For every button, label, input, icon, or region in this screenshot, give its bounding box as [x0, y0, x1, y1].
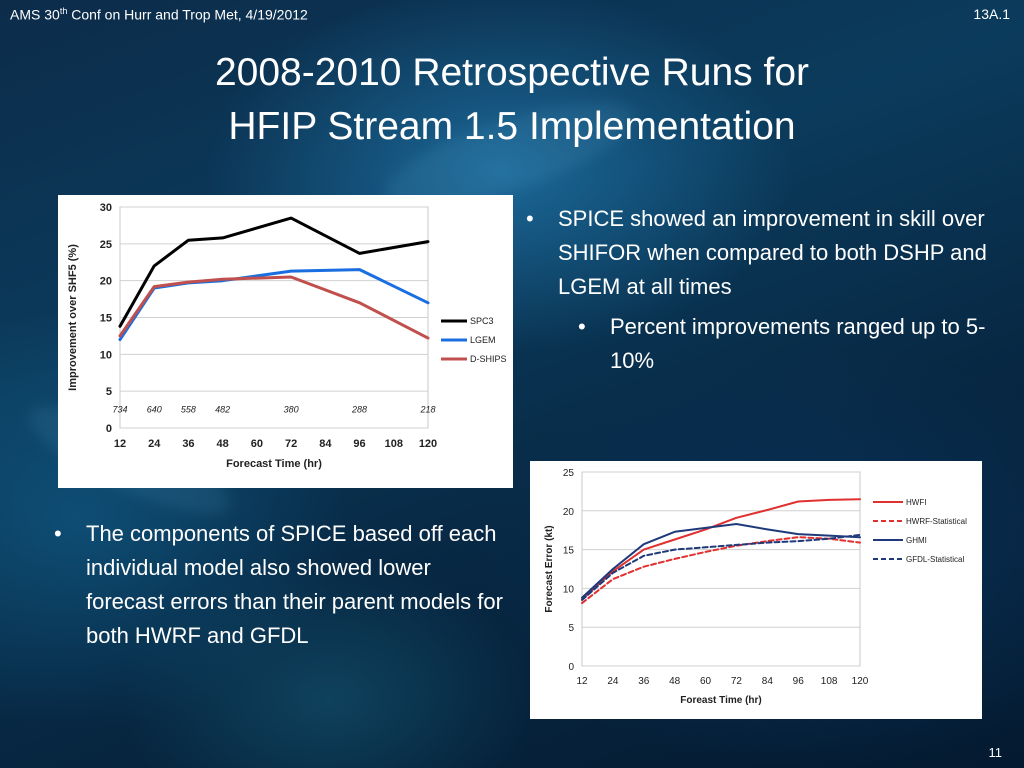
y-tick-label: 25 [100, 239, 112, 251]
bullet-icon: • [54, 521, 62, 546]
y-tick-label: 30 [100, 202, 112, 214]
legend-label: GFDL-Statistical [906, 555, 964, 564]
forecast-error-chart: 0 5 10 15 20 25 12 24 36 48 60 72 84 96 108 120 Foreast … [544, 468, 967, 706]
x-tick-label: 48 [217, 438, 229, 450]
x-tick-label: 96 [793, 676, 805, 687]
y-tick-label: 0 [106, 423, 112, 435]
bullet-item: • SPICE showed an improvement in skill ov… [520, 202, 990, 304]
improvement-chart: 0 5 10 15 20 25 30 12 24 36 48 60 72 84 96 108 120 Foreca… [67, 202, 507, 470]
series-line [118, 216, 430, 328]
legend-label: HWRF-Statistical [906, 517, 967, 526]
bullet-item: • The components of SPICE based off each … [48, 517, 513, 653]
x-tick-label: 60 [700, 676, 712, 687]
bullet-icon: • [526, 206, 534, 231]
forecast-error-chart-panel: 0 5 10 15 20 25 12 24 36 48 60 72 84 96 108 120 Foreast … [530, 461, 982, 719]
y-tick-label: 10 [563, 584, 575, 595]
x-tick-label: 48 [669, 676, 681, 687]
x-tick-label: 84 [319, 438, 332, 450]
x-tick-label: 36 [638, 676, 650, 687]
x-tick-label: 12 [114, 438, 126, 450]
y-tick-label: 10 [100, 349, 112, 361]
y-tick-label: 15 [563, 546, 575, 557]
x-tick-label: 72 [285, 438, 297, 450]
title-line-2: HFIP Stream 1.5 Implementation [228, 105, 796, 148]
y-axis-label: Forecast Error (kt) [544, 525, 555, 612]
x-tick-label: 120 [852, 676, 869, 687]
y-tick-label: 0 [568, 662, 574, 673]
sub-bullet-item: • Percent improvements ranged up to 5-10% [520, 310, 990, 378]
title-line-1: 2008-2010 Retrospective Runs for [214, 51, 809, 94]
sample-size-label: 734 [112, 405, 127, 415]
y-tick-label: 15 [100, 313, 112, 325]
x-tick-label: 60 [251, 438, 263, 450]
y-axis-label: Improvement over SHF5 (%) [67, 244, 79, 391]
x-tick-label: 24 [607, 676, 619, 687]
sample-size-label: 380 [284, 405, 299, 415]
series-line [581, 523, 861, 599]
x-tick-label: 24 [148, 438, 161, 450]
slide-title: 2008-2010 Retrospective Runs for HFIP St… [0, 46, 1024, 154]
bullet-text: The components of SPICE based off each i… [86, 521, 503, 648]
page-number: 11 [988, 745, 1003, 760]
y-tick-label: 20 [100, 276, 112, 288]
ordinal-suffix: th [59, 6, 68, 16]
sample-size-label: 640 [147, 405, 162, 415]
x-axis-label: Forecast Time (hr) [226, 458, 322, 470]
y-tick-label: 5 [106, 386, 112, 398]
x-axis-label: Foreast Time (hr) [680, 695, 762, 706]
series-line [118, 275, 430, 340]
sample-size-label: 288 [351, 405, 367, 415]
x-tick-label: 84 [762, 676, 774, 687]
right-bullets: • SPICE showed an improvement in skill ov… [520, 202, 990, 378]
bullet-text: SPICE showed an improvement in skill ove… [558, 206, 987, 299]
session-number: 13A.1 [973, 6, 1010, 22]
bullet-icon: • [578, 314, 586, 339]
x-tick-label: 36 [182, 438, 194, 450]
sample-size-label: 482 [215, 405, 230, 415]
x-tick-label: 120 [419, 438, 437, 450]
y-tick-label: 5 [568, 623, 574, 634]
sub-bullet-text: Percent improvements ranged up to 5-10% [610, 314, 986, 373]
x-tick-label: 72 [731, 676, 743, 687]
x-tick-label: 96 [353, 438, 365, 450]
series-line [581, 498, 861, 601]
legend-label: D-SHIPS [470, 354, 507, 364]
x-tick-label: 12 [576, 676, 588, 687]
left-bullets: • The components of SPICE based off each … [48, 517, 513, 653]
improvement-chart-panel: 0 5 10 15 20 25 30 12 24 36 48 60 72 84 96 108 120 Foreca… [58, 195, 513, 488]
series-line [581, 536, 861, 605]
sample-size-label: 218 [419, 405, 435, 415]
x-tick-label: 108 [821, 676, 838, 687]
y-tick-label: 25 [563, 468, 575, 479]
series-line [118, 268, 430, 342]
conference-header: AMS 30th Conf on Hurr and Trop Met, 4/19… [10, 6, 308, 23]
series-line [581, 533, 861, 601]
legend-label: LGEM [470, 335, 496, 345]
legend-label: GHMI [906, 536, 927, 545]
legend-label: HWFI [906, 498, 926, 507]
x-tick-label: 108 [385, 438, 403, 450]
legend-label: SPC3 [470, 316, 494, 326]
y-tick-label: 20 [563, 507, 575, 518]
sample-size-label: 558 [181, 405, 196, 415]
